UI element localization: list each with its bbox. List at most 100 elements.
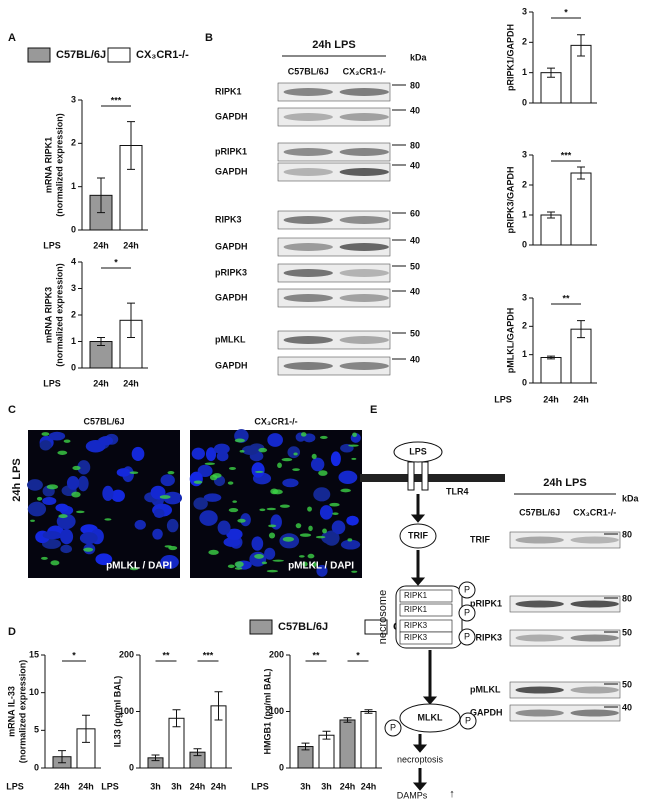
y-tick-label: 1 bbox=[522, 209, 527, 219]
nucleus bbox=[316, 564, 328, 577]
pmlkl-signal bbox=[319, 435, 328, 440]
phospho-circle bbox=[458, 581, 476, 599]
bar bbox=[339, 719, 356, 769]
y-tick-label: 2 bbox=[522, 321, 527, 331]
blot-band bbox=[570, 536, 619, 544]
blot-band bbox=[339, 336, 389, 344]
legend-label: CX₃CR1-/- bbox=[136, 49, 189, 61]
pmlkl-signal bbox=[46, 484, 59, 490]
y-axis-label: HMGB1 (pg/ml BAL) bbox=[262, 669, 272, 755]
blot-strip bbox=[277, 356, 391, 376]
phospho-circle bbox=[459, 712, 477, 730]
complex-part: RIPK3 bbox=[404, 621, 428, 630]
y-tick-label: 1 bbox=[71, 336, 76, 346]
blot-title: 24h LPS bbox=[312, 39, 355, 51]
pmlkl-signal bbox=[347, 538, 353, 542]
phospho-circle bbox=[458, 604, 476, 622]
kda-label: 40 bbox=[410, 160, 420, 170]
y-axis-label: (normalized expression) bbox=[54, 113, 64, 217]
nucleus bbox=[191, 447, 205, 460]
nucleus bbox=[241, 445, 259, 455]
y-tick-label: 3 bbox=[522, 292, 527, 302]
pmlkl-signal bbox=[239, 449, 245, 453]
nucleus bbox=[134, 519, 146, 530]
pmlkl-signal bbox=[72, 465, 81, 471]
blot-band bbox=[339, 362, 389, 370]
x-tick-label: 24h bbox=[190, 781, 206, 791]
blot-strip bbox=[509, 704, 621, 722]
blot-column: C57BL/6J bbox=[519, 507, 560, 517]
phospho-label: P bbox=[464, 584, 470, 594]
y-tick-label: 0 bbox=[522, 377, 527, 387]
x-tick-label: 24h bbox=[123, 378, 139, 388]
legend-swatch bbox=[27, 47, 51, 63]
blot-row-label: GAPDH bbox=[215, 360, 248, 370]
y-tick-label: 0 bbox=[129, 762, 134, 772]
blot-row-label: TRIF bbox=[470, 534, 490, 544]
blot-title: 24h LPS bbox=[543, 477, 586, 489]
panel-label: B bbox=[205, 32, 213, 44]
nucleus bbox=[321, 531, 339, 544]
blot-unit: kDa bbox=[622, 493, 640, 503]
blot-row-label: pRIPK3 bbox=[215, 267, 247, 277]
blot-band bbox=[283, 362, 333, 370]
y-axis-label: mRNA RIPK3 bbox=[43, 287, 53, 343]
x-tick-label: 3h bbox=[171, 781, 182, 791]
pmlkl-signal bbox=[266, 507, 277, 511]
nucleus bbox=[160, 555, 179, 570]
nucleus bbox=[205, 447, 217, 462]
nucleus bbox=[267, 433, 283, 447]
pmlkl-signal bbox=[254, 470, 264, 473]
bar bbox=[570, 172, 592, 246]
blot-column: C57BL/6J bbox=[288, 66, 329, 76]
x-axis-label: LPS bbox=[43, 378, 61, 388]
nucleus bbox=[111, 489, 125, 502]
blot-strip bbox=[277, 107, 391, 127]
pmlkl-signal bbox=[50, 560, 60, 566]
panel-label: C bbox=[8, 404, 16, 416]
nucleus bbox=[282, 478, 299, 488]
pmlkl-signal bbox=[268, 532, 276, 539]
nucleus bbox=[77, 475, 89, 492]
pmlkl-signal bbox=[168, 545, 178, 551]
kda-label: 50 bbox=[622, 627, 632, 637]
y-axis-label: mRNA IL-33 bbox=[6, 686, 16, 737]
error-bar bbox=[172, 709, 181, 728]
blot-band bbox=[570, 709, 619, 717]
significance-label: *** bbox=[561, 150, 572, 160]
nucleus bbox=[270, 514, 282, 530]
y-axis-label: (normalized expression) bbox=[54, 263, 64, 367]
complex-part: RIPK1 bbox=[404, 605, 428, 614]
pmlkl-signal bbox=[299, 533, 312, 537]
pmlkl-signal bbox=[57, 450, 68, 455]
pmlkl-signal bbox=[308, 525, 313, 532]
blot-band bbox=[515, 634, 564, 642]
kda-label: 60 bbox=[410, 208, 420, 218]
micrograph-title: C57BL/6J bbox=[83, 416, 124, 426]
blot-row-label: GAPDH bbox=[470, 707, 503, 717]
nucleus bbox=[213, 443, 230, 455]
nucleus bbox=[346, 515, 359, 526]
y-tick-label: 0 bbox=[71, 224, 76, 234]
x-axis-label: LPS bbox=[494, 394, 512, 404]
blot-band bbox=[570, 634, 619, 642]
complex-part-box bbox=[399, 631, 453, 645]
blot-row-label: RIPK1 bbox=[215, 86, 242, 96]
y-tick-label: 4 bbox=[71, 256, 76, 266]
blot-band bbox=[283, 113, 333, 121]
legend-label: C57BL/6J bbox=[278, 621, 328, 633]
blot-strip bbox=[277, 330, 391, 350]
blot-band bbox=[339, 148, 389, 156]
nucleus bbox=[27, 479, 43, 491]
error-bar bbox=[127, 302, 135, 339]
ligand-shape bbox=[393, 441, 443, 463]
blot-band bbox=[339, 88, 389, 96]
blot-row-label: pRIPK3 bbox=[470, 632, 502, 642]
arrow-head bbox=[412, 782, 428, 791]
y-axis-label: pRIPK3/GAPDH bbox=[505, 166, 515, 233]
y-tick-label: 5 bbox=[34, 725, 39, 735]
pmlkl-signal bbox=[167, 471, 175, 475]
phospho-label: P bbox=[464, 607, 470, 617]
blot-column: CX₃CR1-/- bbox=[343, 66, 386, 76]
nucleus bbox=[199, 510, 218, 526]
